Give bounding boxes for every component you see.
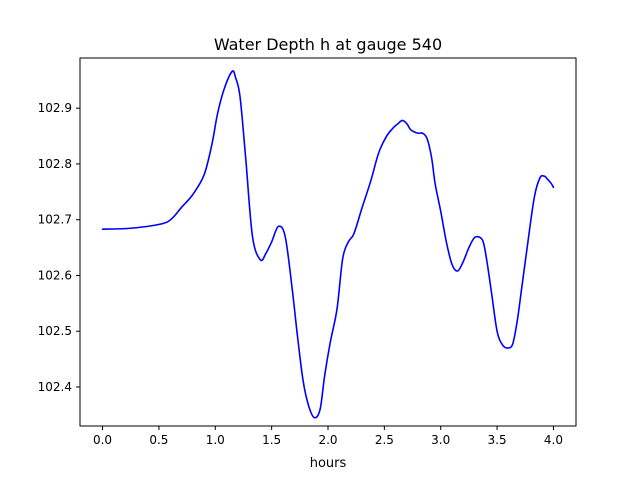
x-tick-label: 0.0 <box>93 433 112 447</box>
x-tick-label: 2.0 <box>318 433 337 447</box>
x-tick-label: 2.5 <box>375 433 394 447</box>
y-axis: 102.4 102.5 102.6 102.7 102.8 102.9 <box>38 101 80 394</box>
plot-frame <box>79 57 577 427</box>
y-tick-label: 102.4 <box>38 380 72 394</box>
y-tick-label: 102.6 <box>38 268 72 282</box>
x-tick-label: 3.5 <box>488 433 507 447</box>
y-tick-label: 102.5 <box>38 324 72 338</box>
x-axis-label: hours <box>310 456 347 471</box>
series-layer <box>101 70 555 419</box>
y-tick-label: 102.7 <box>38 213 72 227</box>
x-tick-label: 3.0 <box>431 433 450 447</box>
x-tick-label: 1.0 <box>206 433 225 447</box>
plot-area: 0.0 0.5 1.0 1.5 2.0 2.5 3.0 3.5 4.0 102.4102.510… <box>38 57 577 447</box>
y-tick-label: 102.9 <box>38 101 72 115</box>
series-line-0 <box>101 70 555 419</box>
x-tick-label: 1.5 <box>262 433 281 447</box>
chart-title: Water Depth h at gauge 540 <box>214 35 442 54</box>
x-axis: 0.0 0.5 1.0 1.5 2.0 2.5 3.0 3.5 4.0 <box>93 426 563 447</box>
y-tick-label: 102.8 <box>38 157 72 171</box>
x-tick-label: 0.5 <box>149 433 168 447</box>
plot-background <box>80 58 576 426</box>
x-tick-label: 4.0 <box>544 433 563 447</box>
